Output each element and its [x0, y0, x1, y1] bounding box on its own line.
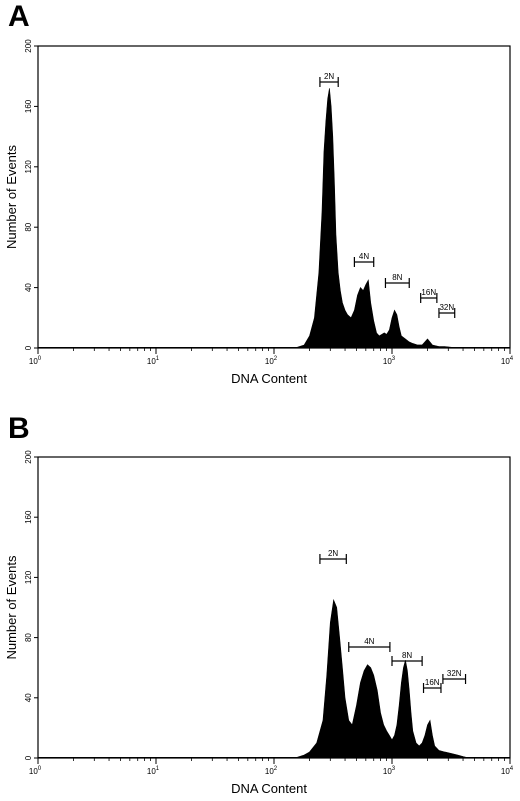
- x-tick-label: 101: [147, 766, 160, 776]
- x-tick-label: 100: [29, 766, 42, 776]
- histogram-area: [294, 88, 464, 349]
- histogram-b-svg: 0 40 80 120 160 200 100 101 102 103 104 2N 4N 8N 16N 32…: [4, 450, 514, 796]
- y-tick-label: 200: [24, 450, 33, 464]
- histogram-a-svg: 0 40 80 120 160 200 100 101 102 103 104 2N 4N 8N 16N32…: [4, 39, 514, 386]
- gate-label: 16N: [421, 288, 436, 297]
- gate-label: 2N: [324, 72, 334, 81]
- gate-label: 32N: [439, 303, 454, 312]
- histogram-area: [294, 598, 470, 759]
- x-tick-label: 100: [29, 356, 42, 366]
- y-axis-label: Number of Events: [4, 144, 19, 249]
- plot-frame: [37, 456, 511, 759]
- x-tick-label: 103: [383, 356, 396, 366]
- x-tick-label: 104: [501, 356, 514, 366]
- panel-a: A 0 40 80 120 160 200 100 101 102 103 104 2N 4N 8N 16N…: [0, 0, 520, 400]
- x-axis-label: DNA Content: [231, 781, 307, 796]
- panel-a-letter: A: [8, 0, 30, 33]
- y-tick-label: 160: [24, 510, 33, 524]
- gate-label: 8N: [392, 273, 402, 282]
- y-axis-label: Number of Events: [4, 555, 19, 660]
- y-tick-label: 40: [24, 693, 33, 702]
- panel-b-letter: B: [8, 412, 30, 445]
- y-tick-label: 160: [24, 99, 33, 113]
- y-tick-label: 200: [24, 39, 33, 53]
- panel-b: B 0 40 80 120 160 200 100 101 102 103 104 2N 4N 8N 16N…: [0, 400, 520, 801]
- y-tick-label: 80: [24, 633, 33, 642]
- y-tick-label: 0: [24, 755, 33, 760]
- gate-label: 16N: [425, 678, 440, 687]
- x-tick-label: 102: [265, 356, 278, 366]
- x-axis-label: DNA Content: [231, 371, 307, 386]
- x-tick-label: 101: [147, 356, 160, 366]
- y-tick-label: 0: [24, 345, 33, 350]
- gate-label: 2N: [328, 549, 338, 558]
- y-tick-label: 40: [24, 283, 33, 292]
- y-tick-label: 120: [24, 160, 33, 174]
- gate-label: 4N: [364, 637, 374, 646]
- x-tick-label: 104: [501, 766, 514, 776]
- y-tick-label: 80: [24, 222, 33, 231]
- y-tick-label: 120: [24, 570, 33, 584]
- gate-label: 32N: [447, 669, 462, 678]
- x-tick-label: 103: [383, 766, 396, 776]
- x-tick-label: 102: [265, 766, 278, 776]
- gate-label: 4N: [359, 252, 369, 261]
- gate-label: 8N: [402, 651, 412, 660]
